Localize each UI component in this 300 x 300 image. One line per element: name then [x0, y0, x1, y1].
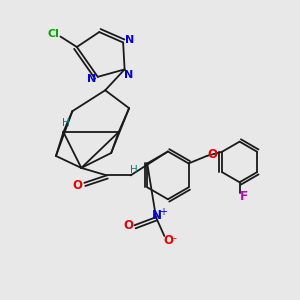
Text: O: O: [163, 234, 173, 247]
Text: F: F: [240, 190, 248, 203]
Text: N: N: [124, 70, 133, 80]
Text: O: O: [207, 148, 217, 161]
Text: O: O: [123, 219, 133, 232]
Text: H: H: [130, 165, 138, 175]
Text: -: -: [172, 233, 176, 243]
Text: N: N: [152, 209, 162, 223]
Text: N: N: [125, 34, 134, 44]
Text: Cl: Cl: [48, 29, 60, 39]
Text: N: N: [86, 74, 96, 84]
Text: H: H: [62, 118, 70, 128]
Text: O: O: [73, 179, 83, 192]
Text: +: +: [159, 207, 167, 217]
